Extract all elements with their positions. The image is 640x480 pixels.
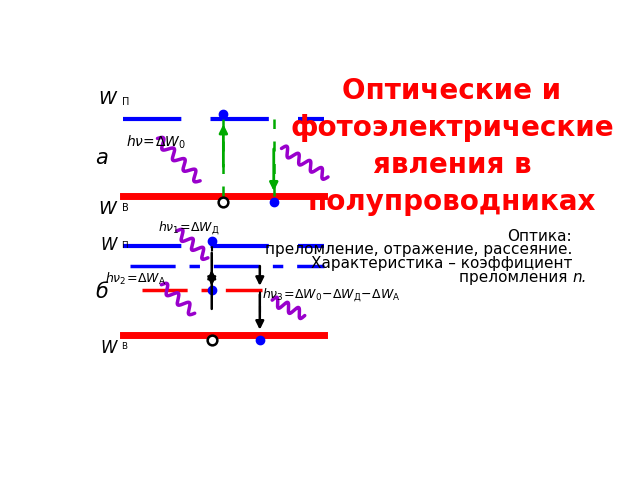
Text: фотоэлектрические: фотоэлектрические	[290, 114, 614, 142]
Text: б: б	[95, 282, 108, 302]
Text: n.: n.	[573, 270, 588, 285]
Text: $_\mathrm{В}$: $_\mathrm{В}$	[121, 339, 129, 352]
Text: $h\nu_1\!=\!\Delta W_\mathrm{Д}$: $h\nu_1\!=\!\Delta W_\mathrm{Д}$	[157, 219, 219, 236]
Text: $W$: $W$	[100, 236, 119, 254]
Text: $W$: $W$	[99, 90, 119, 108]
Text: преломление, отражение, рассеяние.: преломление, отражение, рассеяние.	[265, 242, 572, 257]
Text: $W$: $W$	[100, 339, 119, 357]
Text: $W$: $W$	[99, 200, 119, 218]
Text: $_\mathrm{П}$: $_\mathrm{П}$	[121, 238, 129, 251]
Text: Характеристика – коэффициент: Характеристика – коэффициент	[310, 256, 572, 271]
Text: $_\mathrm{П}$: $_\mathrm{П}$	[121, 95, 129, 108]
Text: Оптические и: Оптические и	[342, 77, 561, 105]
Text: $_\mathrm{В}$: $_\mathrm{В}$	[121, 200, 129, 214]
Text: $h\nu\!=\!\Delta W_0$: $h\nu\!=\!\Delta W_0$	[127, 133, 186, 151]
Text: полупроводниках: полупроводниках	[308, 188, 596, 216]
Text: $h\nu_2\!=\!\Delta W_\mathrm{А}$: $h\nu_2\!=\!\Delta W_\mathrm{А}$	[105, 270, 166, 287]
Text: а: а	[95, 148, 108, 168]
Text: Оптика:: Оптика:	[508, 228, 572, 243]
Text: $h\nu_3\!=\!\Delta W_0\!-\!\Delta W_\mathrm{Д}\!-\!\Delta W_\mathrm{А}$: $h\nu_3\!=\!\Delta W_0\!-\!\Delta W_\mat…	[262, 287, 401, 303]
Text: явления в: явления в	[372, 151, 531, 179]
Text: преломления: преломления	[459, 270, 572, 285]
